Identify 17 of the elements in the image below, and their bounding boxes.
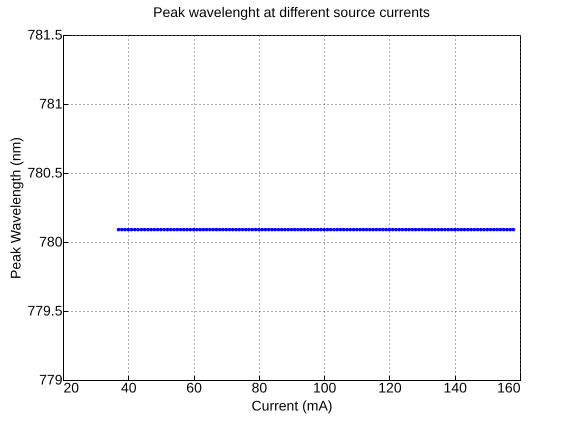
- x-tick-label: 100: [312, 380, 337, 396]
- x-tick-label: 120: [378, 380, 402, 396]
- x-axis-title: Current (mA): [252, 398, 332, 414]
- x-tick-label: 80: [252, 380, 268, 396]
- x-tick-label: 40: [120, 380, 137, 396]
- x-tick-label: 160: [497, 380, 521, 396]
- y-tick-label: 781: [39, 96, 63, 112]
- x-tick-label: 140: [444, 380, 468, 396]
- y-tick-label: 779.5: [27, 302, 63, 318]
- y-tick-label: 781.5: [27, 26, 63, 42]
- x-tick-label: 20: [64, 380, 80, 396]
- y-tick-label: 779: [39, 372, 63, 388]
- y-tick-label: 780: [39, 234, 63, 250]
- chart-title: Peak wavelenght at different source currents: [153, 4, 430, 20]
- y-axis-title: Peak Wavelength (nm): [7, 137, 24, 279]
- x-tick-label: 60: [186, 380, 202, 396]
- y-tick-label: 780.5: [27, 164, 63, 180]
